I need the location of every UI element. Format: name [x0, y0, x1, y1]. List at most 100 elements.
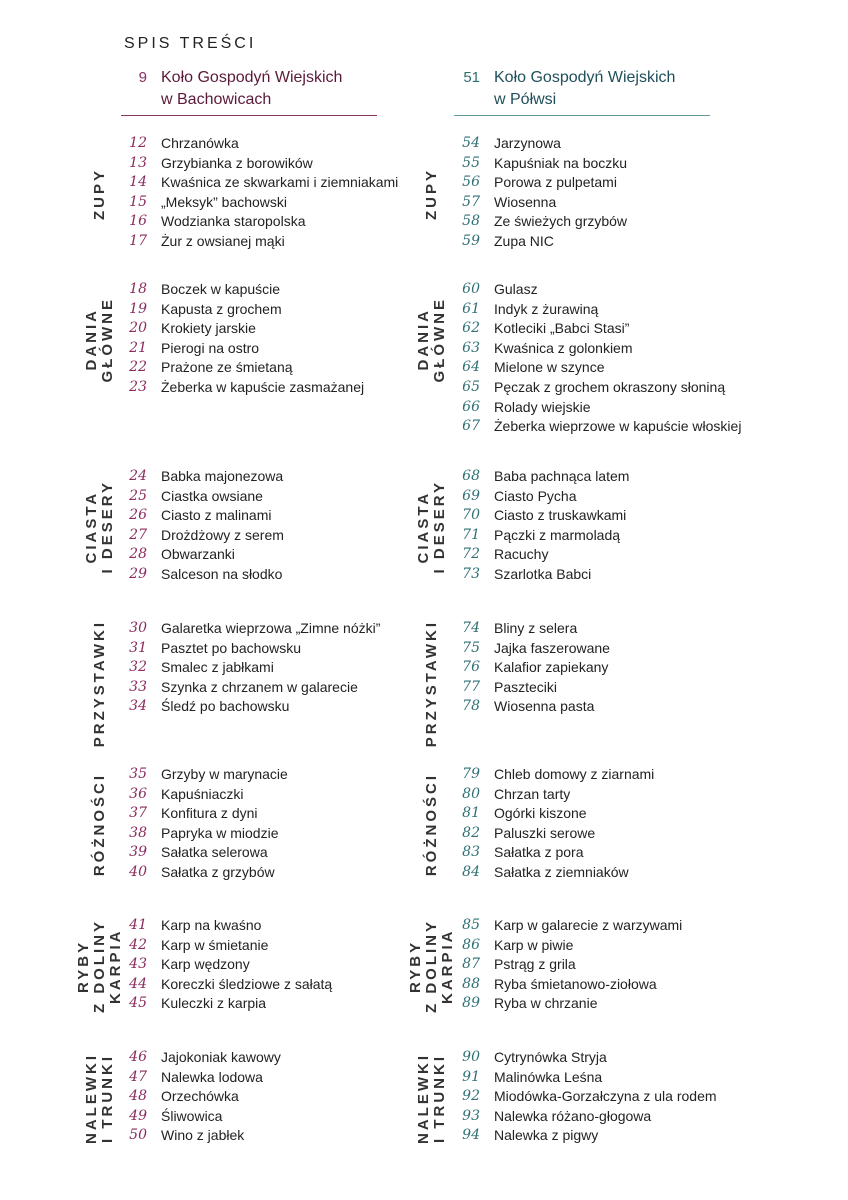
entry-page-number: 27: [129, 526, 147, 543]
entry-title: Kotleciki „Babci Stasi”: [494, 320, 630, 337]
entry-title: Pączki z marmoladą: [494, 526, 621, 543]
section-label: PRZYSTAWKI: [423, 620, 440, 748]
entry-page-number: 66: [462, 398, 480, 415]
entry-page-number: 54: [462, 135, 480, 151]
entry-title: Ciastka owsiane: [161, 487, 263, 504]
entry-page-number: 39: [129, 844, 147, 861]
entry-page-number: 89: [462, 995, 480, 1012]
entry-page-number: 94: [462, 1127, 480, 1144]
entry-page-number: 46: [129, 1049, 147, 1065]
entry-title: Krokiety jarskie: [161, 320, 256, 337]
entry-page-number: 71: [462, 526, 480, 543]
section-label: RÓŻNOŚCI: [91, 773, 108, 877]
entry-page-number: 18: [129, 281, 147, 297]
entry-title: Galaretka wieprzowa „Zimne nóżki”: [161, 620, 381, 636]
entry-page-number: 63: [462, 339, 480, 356]
entry-title: Papryka w miodzie: [161, 824, 279, 841]
entry-page-number: 32: [129, 659, 147, 676]
entry-page-number: 56: [462, 174, 480, 191]
entry-page-number: 81: [462, 805, 480, 822]
entry-title: Miodówka-Gorzałczyna z ula rodem: [494, 1088, 717, 1105]
entry-page-number: 73: [462, 566, 480, 582]
divider: [121, 115, 377, 116]
entry-title: Karp wędzony: [161, 956, 250, 973]
entry-page-number: 92: [462, 1088, 480, 1105]
entry-title: Pierogi na ostro: [161, 339, 260, 356]
entry-title: Konfitura z dyni: [161, 805, 258, 822]
entry-title: Nalewka lodowa: [161, 1068, 263, 1085]
entry-title: Sałatka z pora: [494, 844, 584, 861]
entry-title: Sałatka z ziemniaków: [494, 864, 629, 880]
entry-page-number: 76: [462, 659, 480, 676]
entry-title: Śliwowica: [161, 1107, 223, 1124]
entry-page-number: 49: [129, 1107, 147, 1124]
divider: [454, 115, 710, 116]
entry-title: Bliny z selera: [494, 620, 578, 636]
entry-title: Rolady wiejskie: [494, 398, 591, 415]
entry-page-number: 61: [462, 300, 480, 317]
entry-title: Baba pachnąca latem: [494, 468, 630, 484]
entry-page-number: 64: [462, 359, 480, 376]
entry-title: Salceson na słodko: [161, 566, 283, 582]
entry-page-number: 78: [462, 698, 480, 715]
entry-page-number: 14: [129, 174, 147, 191]
entry-title: Karp na kwaśno: [161, 917, 262, 933]
entry-page-number: 59: [462, 233, 480, 249]
entry-title: Paluszki serowe: [494, 824, 596, 841]
entry-page-number: 80: [462, 785, 480, 802]
entry-title: Sałatka selerowa: [161, 844, 268, 861]
entry-title: Wiosenna pasta: [494, 698, 595, 715]
entry-title: Grzyby w marynacie: [161, 766, 288, 782]
entry-title: Pstrąg z grila: [494, 956, 576, 973]
entry-title: „Meksyk” bachowski: [161, 193, 288, 210]
entry-title: Ciasto Pycha: [494, 487, 577, 504]
entry-title: Ryba w chrzanie: [494, 995, 598, 1012]
entry-page-number: 17: [129, 233, 147, 249]
entry-page-number: 43: [129, 956, 147, 973]
section-label: DANIA GŁÓWNE: [83, 297, 116, 383]
entry-page-number: 44: [129, 975, 147, 992]
entry-title: Koreczki śledziowe z sałatą: [161, 975, 333, 992]
entry-title: Szarlotka Babci: [494, 566, 592, 582]
entry-page-number: 23: [129, 379, 147, 395]
entry-page-number: 86: [462, 936, 480, 953]
entry-title: Sałatka z grzybów: [161, 864, 275, 880]
chapter-page-number: 9: [138, 69, 147, 86]
section-label: RÓŻNOŚCI: [423, 773, 440, 877]
entry-title: Kwaśnica z golonkiem: [494, 339, 633, 356]
entry-title: Pasztet po bachowsku: [161, 639, 302, 656]
entry-title: Boczek w kapuście: [161, 281, 281, 297]
entry-page-number: 82: [462, 824, 480, 841]
entry-page-number: 35: [129, 766, 147, 782]
entry-title: Nalewka różano-głogowa: [494, 1107, 652, 1124]
entry-page-number: 12: [129, 135, 147, 151]
entry-page-number: 48: [129, 1088, 147, 1105]
section-label: RYBY Z DOLINY KARPIA: [407, 919, 456, 1013]
entry-page-number: 45: [129, 995, 147, 1012]
entry-page-number: 90: [462, 1049, 480, 1065]
entry-page-number: 15: [129, 193, 147, 210]
entry-page-number: 60: [462, 281, 480, 297]
entry-title: Chrzan tarty: [494, 785, 571, 802]
entry-page-number: 58: [462, 213, 480, 230]
entry-page-number: 74: [462, 620, 480, 636]
entry-page-number: 21: [129, 339, 147, 356]
entry-title: Kwaśnica ze skwarkami i ziemniakami: [161, 174, 399, 191]
entry-title: Kapuśniak na boczku: [494, 154, 628, 171]
entry-title: Karp w piwie: [494, 936, 574, 953]
entry-title: Karp w śmietanie: [161, 936, 269, 953]
entry-title: Obwarzanki: [161, 546, 235, 563]
entry-title: Ryba śmietanowo-ziołowa: [494, 975, 657, 992]
entry-page-number: 91: [462, 1068, 480, 1085]
entry-title: Jarzynowa: [494, 135, 561, 151]
entry-title: Kalafior zapiekany: [494, 659, 609, 676]
entry-page-number: 25: [129, 487, 147, 504]
entry-page-number: 19: [129, 300, 147, 317]
section-label: NALEWKI I TRUNKI: [83, 1052, 116, 1144]
entry-page-number: 41: [129, 917, 147, 933]
entry-page-number: 62: [462, 320, 480, 337]
entry-page-number: 70: [462, 507, 480, 524]
entry-title: Ze świeżych grzybów: [494, 213, 628, 230]
entry-page-number: 24: [129, 468, 147, 484]
entry-page-number: 20: [129, 320, 147, 337]
